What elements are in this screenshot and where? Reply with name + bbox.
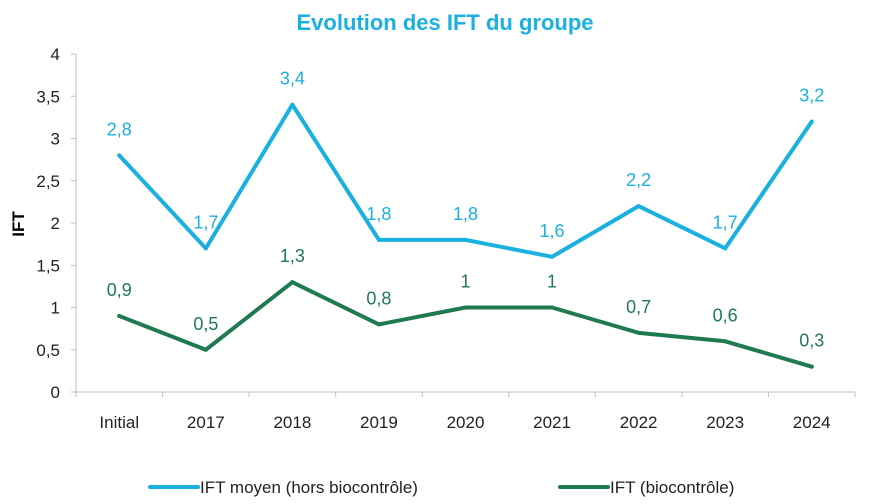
y-tick-label: 0,5 [36,341,60,360]
data-label: 0,8 [366,288,391,308]
y-tick-label: 1,5 [36,256,60,275]
data-label: 1 [547,272,557,292]
legend-label: IFT (biocontrôle) [610,478,734,497]
x-tick-label: 2023 [706,413,744,432]
data-label: 1,6 [540,221,565,241]
data-point [463,305,468,310]
data-point [376,322,381,327]
y-tick-label: 4 [51,45,60,64]
data-label: 0,7 [626,297,651,317]
data-point [203,246,208,251]
data-label: 1,3 [280,246,305,266]
x-tick-label: 2019 [360,413,398,432]
x-tick-label: 2017 [187,413,225,432]
y-tick-label: 0 [51,383,60,402]
data-label: 1,8 [366,204,391,224]
data-point [723,246,728,251]
data-point [203,347,208,352]
data-point [117,313,122,318]
x-tick-label: 2021 [533,413,571,432]
series-line-1 [117,102,814,259]
data-point [376,237,381,242]
data-label: 3,4 [280,69,305,89]
y-tick-label: 2,5 [36,172,60,191]
axes [71,53,856,397]
data-point [723,339,728,344]
y-tick-label: 1 [51,299,60,318]
y-tick-labels: 0 0,5 1 1,5 2 2,5 3 3,5 4 [36,45,60,402]
data-point [636,330,641,335]
series-layer [117,102,814,369]
x-tick-labels: Initial 2017 2018 2019 2020 2021 2022 2023 2024 [99,413,830,432]
x-tick-label: 2024 [793,413,831,432]
data-point [290,102,295,107]
data-point [550,254,555,259]
legend: IFT moyen (hors biocontrôle) IFT (biocont… [148,478,734,497]
data-labels-layer: 2,8 1,7 3,4 1,8 1,8 1,6 2,2 1,7 3,2 0,9 0,5 1,3 0,8 1… [107,69,824,351]
data-label: 3,2 [799,86,824,106]
y-axis-label: IFT [9,211,28,237]
data-point [117,153,122,158]
y-tick-label: 2 [51,214,60,233]
data-label: 0,6 [713,305,738,325]
data-label: 1 [460,272,470,292]
legend-label: IFT moyen (hors biocontrôle) [200,478,418,497]
data-point [463,237,468,242]
data-label: 0,9 [107,280,132,300]
y-tick-label: 3,5 [36,87,60,106]
data-point [809,119,814,124]
data-point [550,305,555,310]
data-label: 0,5 [193,314,218,334]
data-point [636,204,641,209]
data-point [809,364,814,369]
series-line-2 [117,280,814,369]
data-point [290,280,295,285]
y-tick-label: 3 [51,130,60,149]
data-label: 1,7 [193,212,218,232]
data-label: 2,2 [626,170,651,190]
data-label: 1,8 [453,204,478,224]
x-tick-label: 2018 [273,413,311,432]
x-tick-label: 2020 [447,413,485,432]
chart-title: Evolution des IFT du groupe [297,10,594,35]
data-label: 0,3 [799,331,824,351]
data-label: 2,8 [107,119,132,139]
data-label: 1,7 [713,212,738,232]
x-tick-label: 2022 [620,413,658,432]
x-tick-label: Initial [99,413,139,432]
